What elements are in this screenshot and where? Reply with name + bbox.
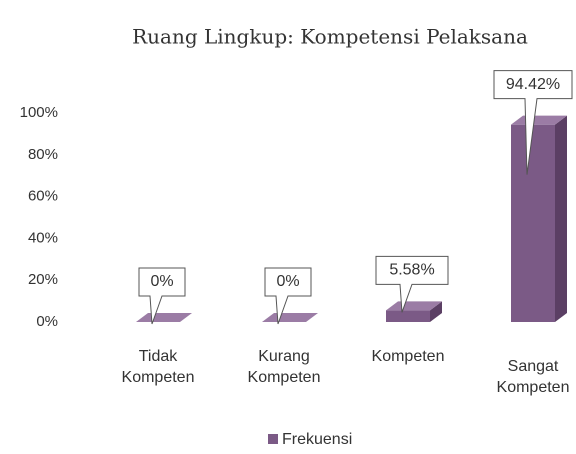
bar-side xyxy=(430,301,442,322)
bar-top xyxy=(262,313,318,322)
y-tick-label: 60% xyxy=(28,188,58,205)
bar xyxy=(511,115,567,322)
bar xyxy=(262,313,318,322)
callout xyxy=(375,255,449,313)
x-tick-label: Kompeten xyxy=(371,348,445,365)
chart-title: Ruang Lingkup: Kompetensi Pelaksana xyxy=(132,25,528,49)
y-tick-label: 40% xyxy=(28,229,58,246)
value-label: 0% xyxy=(150,273,173,290)
x-tick-label: Sangat Kompeten xyxy=(496,358,570,396)
legend-label: Frekuensi xyxy=(282,431,352,448)
y-tick-label: 0% xyxy=(36,313,58,330)
x-tick-label: Kurang Kompeten xyxy=(247,348,321,386)
bar-top xyxy=(136,313,192,322)
bar-top xyxy=(386,301,442,311)
bar-front xyxy=(386,310,430,322)
bar-top xyxy=(511,115,567,125)
callout xyxy=(138,267,186,325)
legend-swatch xyxy=(268,434,278,444)
bar-front xyxy=(511,124,555,322)
value-label: 5.58% xyxy=(389,262,434,279)
callout xyxy=(493,70,573,175)
callout xyxy=(264,267,312,325)
bar xyxy=(136,313,192,322)
bar xyxy=(386,301,442,322)
x-tick-label: Tidak Kompeten xyxy=(121,348,195,386)
y-tick-label: 20% xyxy=(28,271,58,288)
y-tick-label: 100% xyxy=(20,104,58,121)
y-tick-label: 80% xyxy=(28,146,58,163)
bar-side xyxy=(555,115,567,322)
value-label: 94.42% xyxy=(506,76,560,93)
value-label: 0% xyxy=(276,273,299,290)
